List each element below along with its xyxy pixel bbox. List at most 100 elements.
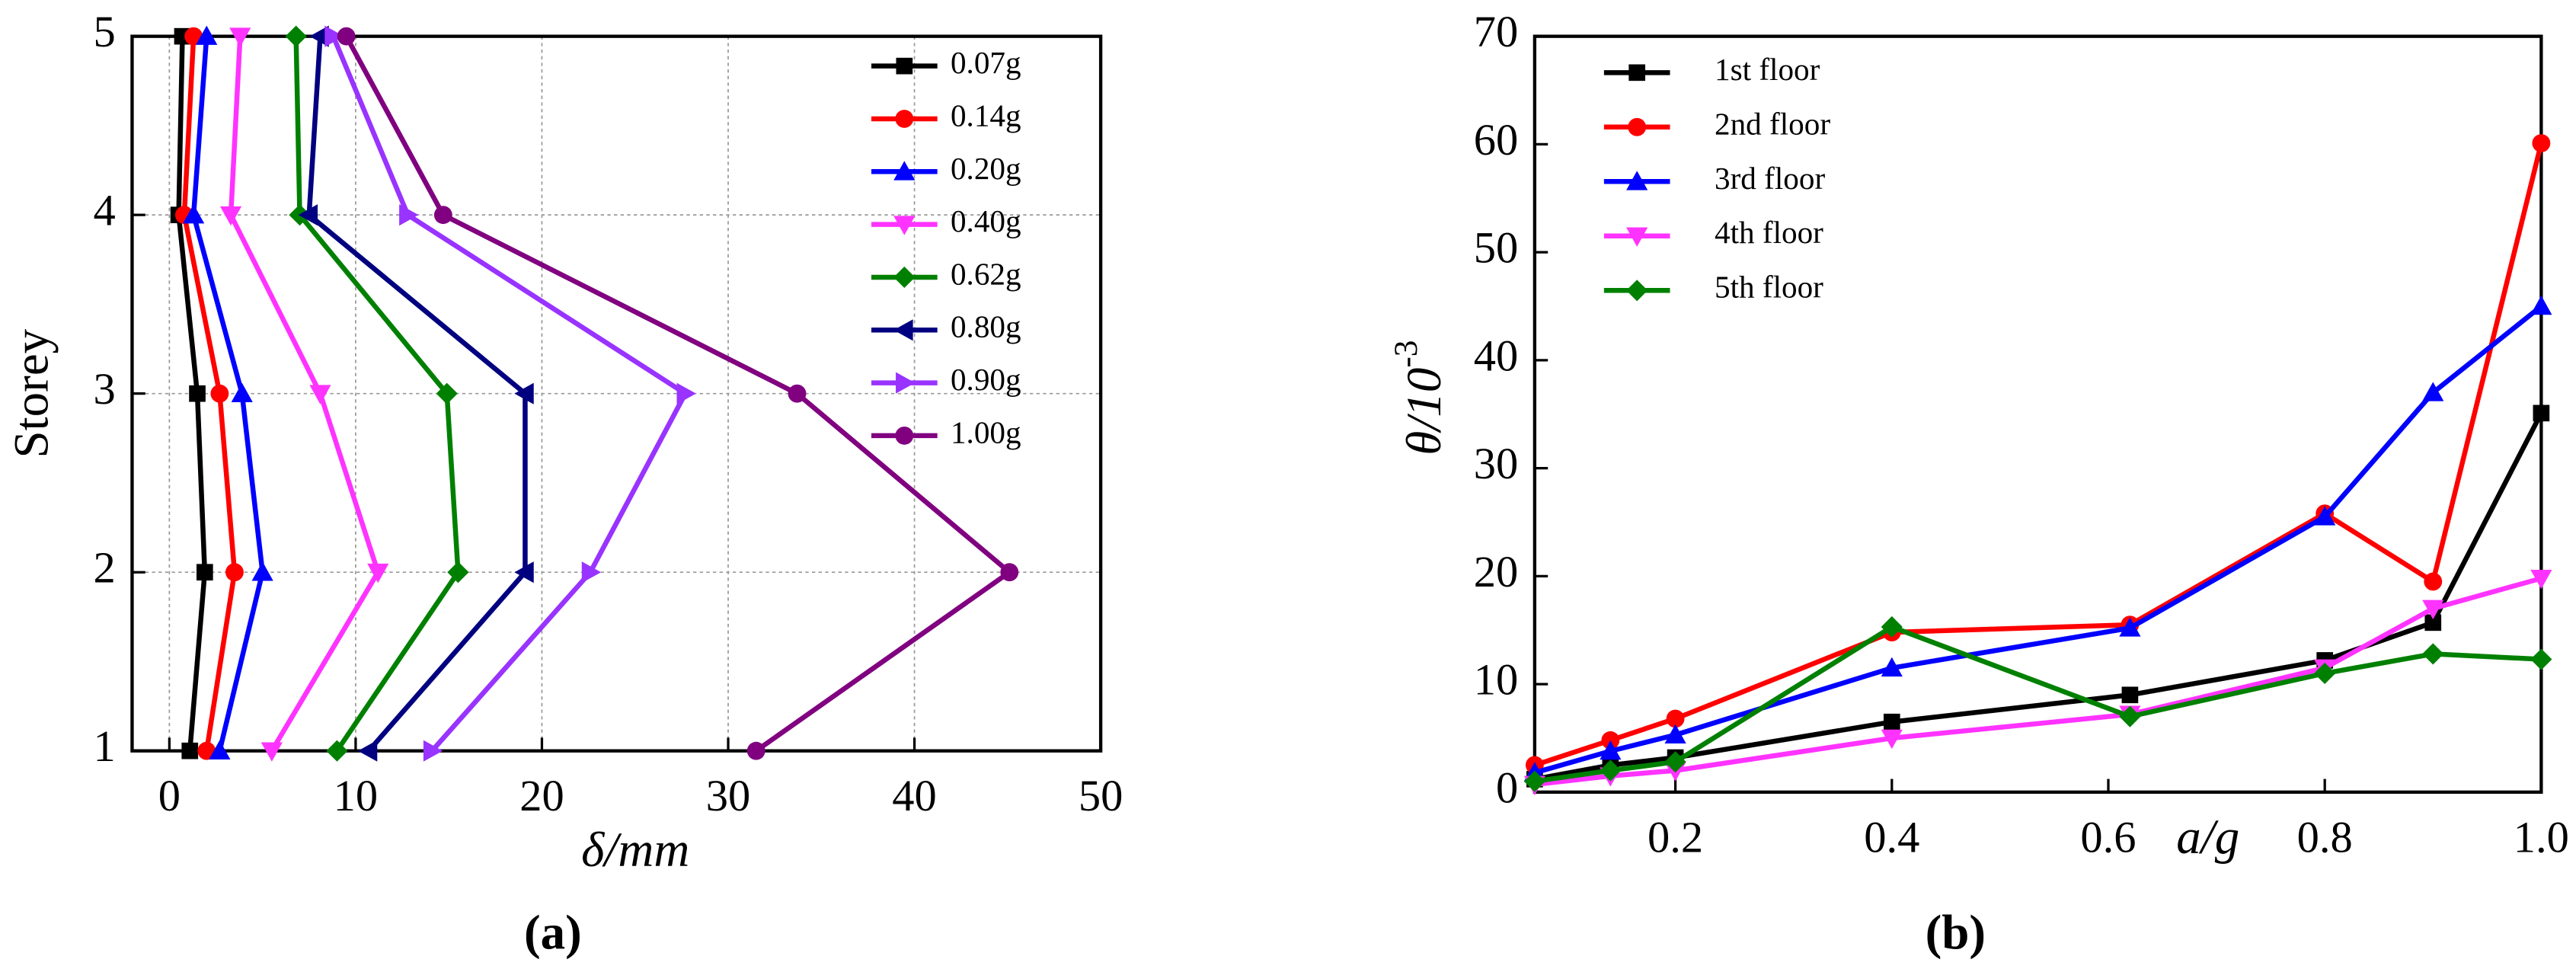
legend-label: 0.07g xyxy=(951,45,1021,80)
x-tick-label: 10 xyxy=(334,771,378,820)
legend-label: 0.20g xyxy=(951,151,1021,186)
x-tick-label: 40 xyxy=(892,771,936,820)
legend-label: 4th floor xyxy=(1715,215,1823,250)
marker xyxy=(309,385,331,404)
marker xyxy=(2424,572,2443,591)
marker xyxy=(2424,614,2442,631)
marker xyxy=(2121,686,2139,704)
plot-frame xyxy=(130,34,1103,753)
marker xyxy=(326,740,348,762)
y-tick-label: 2 xyxy=(94,543,116,593)
marker xyxy=(1600,759,1622,782)
marker xyxy=(1600,740,1622,760)
legend-label: 0.62g xyxy=(951,256,1021,291)
legend-label: 1st floor xyxy=(1715,52,1820,87)
x-tick-label: 0 xyxy=(158,771,181,820)
marker xyxy=(893,161,916,181)
marker xyxy=(436,382,458,404)
marker xyxy=(514,382,534,404)
y-tick-label: 20 xyxy=(1474,547,1518,596)
y-tick-label: 10 xyxy=(1474,655,1518,705)
marker xyxy=(581,561,602,584)
marker xyxy=(2422,643,2444,665)
marker xyxy=(2530,648,2552,670)
legend-label: 5th floor xyxy=(1715,270,1823,305)
y-axis-label: θ/10-3 xyxy=(1388,341,1452,456)
marker xyxy=(1666,709,1685,728)
marker xyxy=(197,741,216,760)
x-tick-label: 0.6 xyxy=(2080,812,2136,862)
legend-label: 0.14g xyxy=(951,98,1021,133)
series-line xyxy=(1533,142,2544,768)
marker xyxy=(1523,770,1545,792)
marker xyxy=(514,561,534,584)
marker xyxy=(196,25,218,45)
marker xyxy=(2533,404,2550,422)
marker xyxy=(184,27,203,46)
marker xyxy=(895,427,914,445)
y-tick-label: 5 xyxy=(94,7,116,56)
marker xyxy=(324,25,344,47)
marker xyxy=(209,740,231,759)
series-line xyxy=(1534,624,2542,784)
marker xyxy=(788,384,807,403)
marker xyxy=(357,740,378,762)
panel-label: (a) xyxy=(524,905,582,960)
x-axis-label: a/g xyxy=(2176,810,2239,865)
x-tick-label: 30 xyxy=(706,771,750,820)
marker xyxy=(337,27,356,46)
legend-label: 3rd floor xyxy=(1715,161,1825,196)
marker xyxy=(183,204,205,224)
marker xyxy=(893,216,916,235)
marker xyxy=(1601,731,1620,750)
marker xyxy=(2422,382,2444,401)
legend-label: 0.80g xyxy=(951,309,1021,344)
y-axis-label-sup: -3 xyxy=(1388,341,1424,368)
marker xyxy=(1881,729,1903,750)
panel-label: (b) xyxy=(1926,905,1986,960)
marker xyxy=(1881,615,1903,638)
series-line xyxy=(1534,411,2544,782)
marker xyxy=(251,561,273,581)
marker xyxy=(189,385,206,402)
series-line xyxy=(1533,304,2543,775)
x-tick-label: 0.2 xyxy=(1648,812,1703,862)
marker xyxy=(896,372,916,394)
marker xyxy=(1626,280,1648,302)
y-tick-label: 40 xyxy=(1474,331,1518,380)
legend-label: 0.40g xyxy=(951,203,1021,238)
marker xyxy=(1626,227,1648,247)
marker xyxy=(367,563,389,584)
marker xyxy=(219,206,242,226)
marker xyxy=(433,206,452,225)
x-axis-label: δ/mm xyxy=(581,823,689,878)
legend-label: 1.00g xyxy=(951,414,1021,449)
marker xyxy=(2530,295,2552,315)
marker xyxy=(298,204,318,226)
y-axis-label: Storey xyxy=(5,328,59,458)
y-tick-label: 3 xyxy=(94,364,116,414)
x-tick-label: 0.4 xyxy=(1864,812,1919,862)
series-line xyxy=(1534,576,2542,788)
marker xyxy=(896,57,913,75)
marker xyxy=(1628,117,1647,136)
x-tick-label: 20 xyxy=(519,771,564,820)
marker xyxy=(1628,64,1646,82)
marker xyxy=(1664,724,1686,744)
marker xyxy=(1881,657,1903,677)
marker xyxy=(676,382,696,404)
marker xyxy=(893,319,913,341)
legend-label: 0.90g xyxy=(951,362,1021,397)
marker xyxy=(895,110,914,128)
marker xyxy=(229,27,251,47)
marker xyxy=(181,742,199,759)
marker xyxy=(196,564,213,581)
marker xyxy=(2314,506,2336,526)
marker xyxy=(2532,134,2551,152)
y-tick-label: 50 xyxy=(1474,223,1518,273)
marker xyxy=(893,266,916,289)
y-tick-label: 60 xyxy=(1474,115,1518,165)
y-tick-label: 30 xyxy=(1474,439,1518,488)
marker xyxy=(210,384,229,403)
